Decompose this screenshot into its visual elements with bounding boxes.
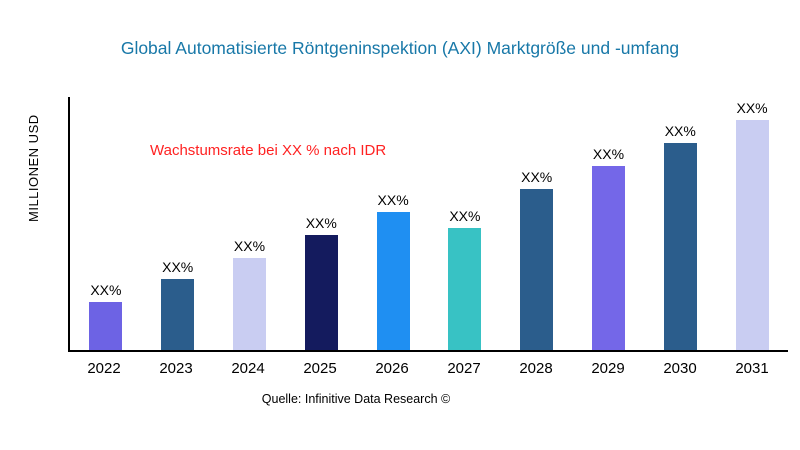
bar-slot-2023: XX%	[142, 97, 214, 350]
bar-2024	[232, 258, 266, 350]
y-axis-label: MILLIONEN USD	[26, 114, 41, 222]
growth-rate-annotation: Wachstumsrate bei XX % nach IDR	[150, 142, 387, 159]
bar-2022	[89, 301, 123, 350]
chart-title: Global Automatisierte Röntgeninspektion …	[120, 38, 680, 58]
bar-value-label: XX%	[377, 192, 409, 208]
x-tick-2023: 2023	[159, 360, 193, 377]
source-caption: Quelle: Infinitive Data Research ©	[261, 392, 451, 406]
bar-slot-2030: XX%	[644, 97, 716, 350]
bar-value-label: XX%	[521, 169, 553, 185]
x-tick-2028: 2028	[519, 360, 553, 377]
bar-value-label: XX%	[233, 238, 266, 254]
bar-slot-2027: XX%	[429, 97, 501, 350]
x-tick-2022: 2022	[87, 360, 121, 377]
bar-value-label: XX%	[449, 208, 481, 225]
bar-2028	[520, 189, 554, 350]
x-tick-2027: 2027	[447, 360, 481, 377]
bar-value-label: XX%	[592, 146, 625, 162]
bar-value-label: XX%	[736, 100, 768, 116]
bar-2026	[376, 212, 410, 350]
bar-2025	[304, 235, 338, 350]
bar-slot-2028: XX%	[501, 97, 573, 350]
x-tick-2030: 2030	[663, 360, 697, 377]
bar-2029	[591, 166, 625, 350]
bar-slot-2031: XX%	[716, 97, 788, 350]
bar-slot-2024: XX%	[214, 97, 286, 350]
bar-value-label: XX%	[162, 258, 194, 275]
bar-2030	[663, 143, 697, 350]
x-tick-2031: 2031	[735, 360, 769, 377]
x-tick-2029: 2029	[591, 360, 625, 377]
bar-slot-2022: XX%	[70, 97, 142, 350]
bar-value-label: XX%	[90, 281, 122, 298]
bar-2031	[735, 120, 769, 350]
bar-slot-2029: XX%	[573, 97, 645, 350]
bar-2027	[448, 228, 482, 350]
bar-2023	[161, 278, 195, 350]
bar-value-label: XX%	[664, 123, 696, 139]
bar-series: XX% XX% XX% XX% XX% XX% XX% XX% XX% XX%	[70, 97, 788, 350]
x-axis-ticks: 2022 2023 2024 2025 2026 2027 2028 2029 2030 2031	[68, 360, 788, 377]
bar-value-label: XX%	[305, 215, 337, 231]
x-tick-2024: 2024	[231, 360, 265, 377]
x-tick-2025: 2025	[303, 360, 337, 377]
x-tick-2026: 2026	[375, 360, 409, 377]
bar-slot-2026: XX%	[357, 97, 429, 350]
plot-area: Wachstumsrate bei XX % nach IDR XX% XX% XX…	[68, 97, 788, 352]
bar-slot-2025: XX%	[285, 97, 357, 350]
